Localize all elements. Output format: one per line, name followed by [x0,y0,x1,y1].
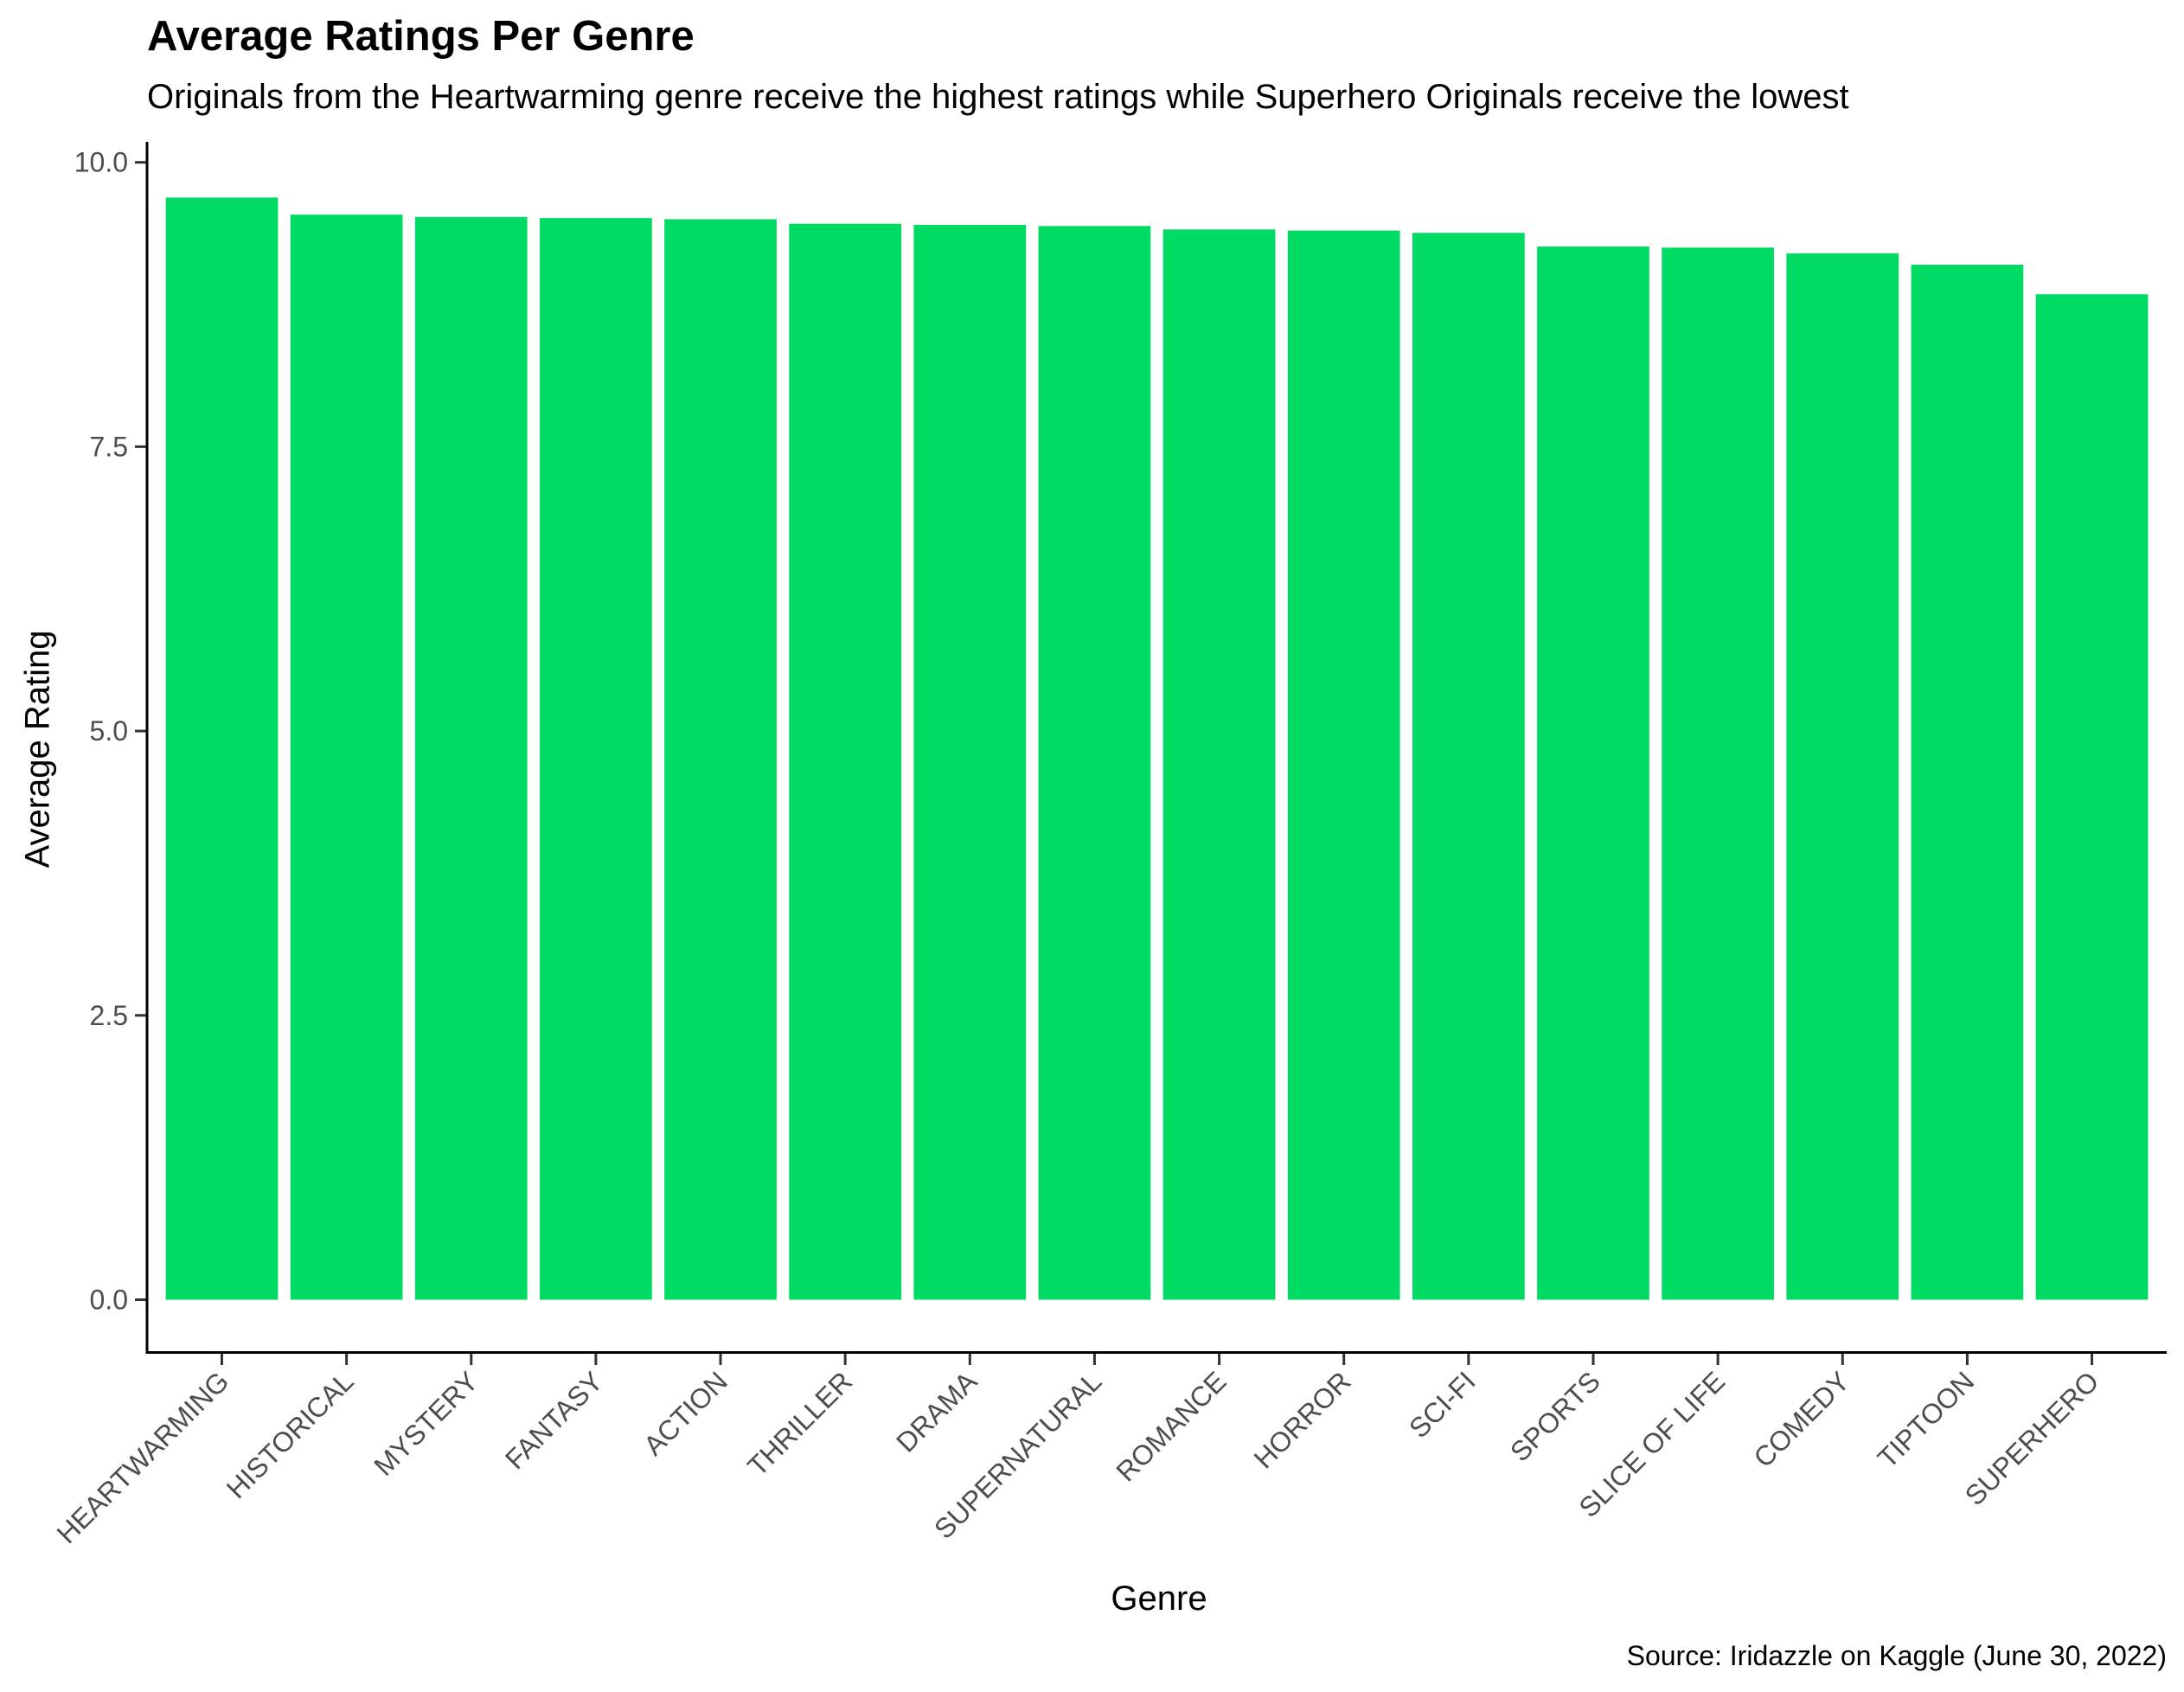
x-tick-label: COMEDY [1747,1365,1855,1473]
source-caption: Source: Iridazzle on Kaggle (June 30, 20… [1626,1640,2167,1671]
bar-romance [1162,229,1276,1300]
x-tick-label: MYSTERY [368,1365,484,1481]
bar-historical [290,215,403,1300]
x-tick-label: DRAMA [890,1365,983,1458]
y-tick-label: 0.0 [90,1285,128,1316]
bars-group [165,197,2149,1300]
bar-thriller [789,223,902,1300]
x-tick-label: ROMANCE [1110,1365,1232,1487]
y-tick-label: 5.0 [90,715,128,747]
bar-heartwarming [165,197,279,1300]
bar-sci-fi [1412,233,1525,1300]
bar-tiptoon [1911,265,2024,1300]
y-tick-label: 2.5 [90,1000,128,1031]
x-tick-label: THRILLER [741,1365,858,1482]
bar-comedy [1786,253,1899,1300]
bar-action [664,219,777,1300]
bar-superhero [2035,294,2149,1300]
x-tick-label: HEARTWARMING [51,1365,235,1549]
chart-title: Average Ratings Per Genre [147,13,695,60]
bar-horror [1287,230,1400,1300]
bar-mystery [414,216,528,1300]
y-axis-label: Average Rating [18,630,57,868]
x-tick-label: HORROR [1248,1365,1357,1474]
bar-drama [913,224,1027,1300]
bar-slice-of-life [1662,247,1774,1300]
x-tick-label: SPORTS [1504,1365,1606,1467]
bar-supernatural [1038,226,1151,1300]
x-tick-label: TIPTOON [1872,1365,1981,1474]
x-tick-label: SUPERHERO [1959,1365,2105,1511]
x-tick-label: ACTION [637,1365,733,1461]
y-tick-label: 7.5 [90,431,128,462]
x-tick-label: SCI-FI [1403,1365,1482,1444]
bar-fantasy [540,218,652,1300]
y-tick-label: 10.0 [74,147,128,178]
x-tick-label: FANTASY [499,1365,609,1475]
x-axis-label: Genre [1111,1580,1207,1618]
y-axis-ticks: 0.0 2.5 5.0 7.5 10.0 [74,147,146,1316]
x-tick-label: HISTORICAL [221,1365,360,1504]
bar-sports [1537,246,1649,1300]
chart-subtitle: Originals from the Heartwarming genre re… [147,78,1849,116]
